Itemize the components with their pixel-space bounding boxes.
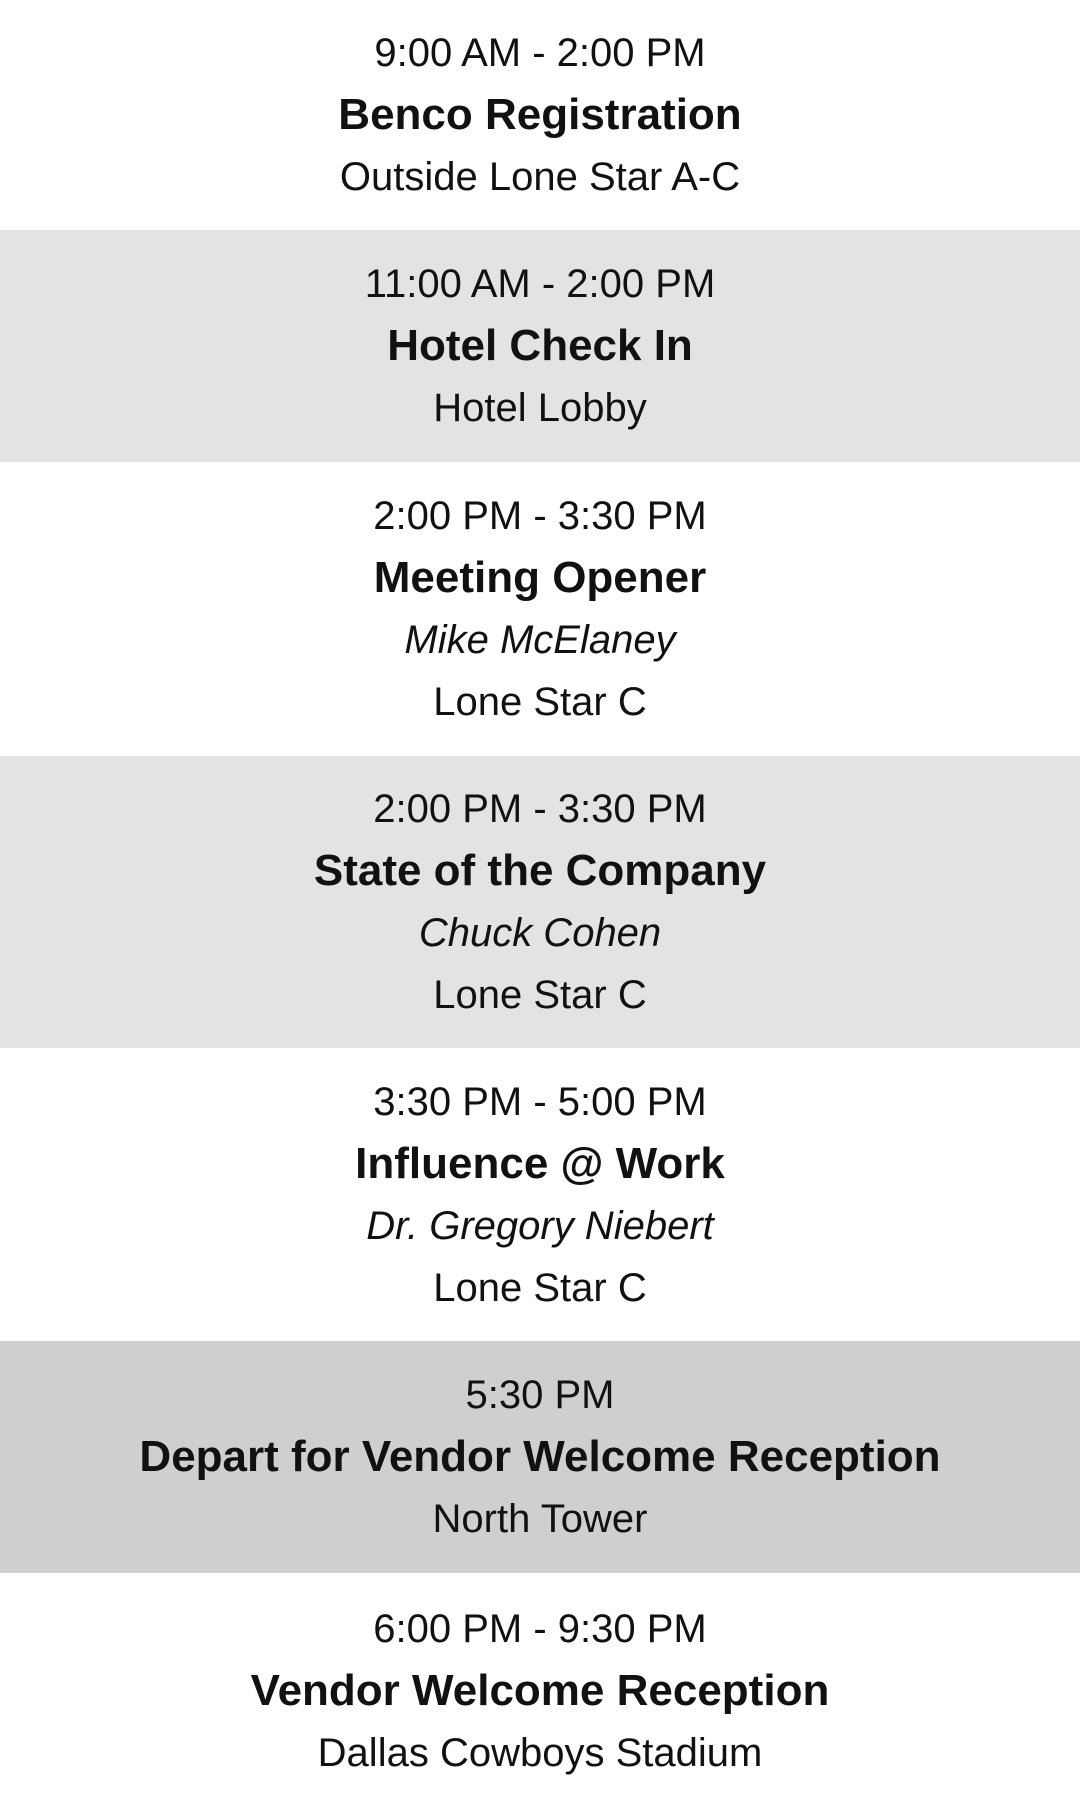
session-location: North Tower xyxy=(432,1497,648,1541)
session-location: Outside Lone Star A-C xyxy=(339,155,741,199)
session-benco-registration: 9:00 AM - 2:00 PM Benco Registration Out… xyxy=(0,0,1080,230)
session-title: State of the Company xyxy=(313,846,767,895)
session-depart-for-reception: 5:30 PM Depart for Vendor Welcome Recept… xyxy=(0,1341,1080,1573)
session-vendor-welcome-reception: 6:00 PM - 9:30 PM Vendor Welcome Recepti… xyxy=(0,1573,1080,1808)
session-location: Lone Star C xyxy=(433,973,647,1017)
session-time: 2:00 PM - 3:30 PM xyxy=(373,787,707,831)
session-meeting-opener: 2:00 PM - 3:30 PM Meeting Opener Mike Mc… xyxy=(0,462,1080,756)
session-influence-at-work: 3:30 PM - 5:00 PM Influence @ Work Dr. G… xyxy=(0,1048,1080,1341)
session-title: Hotel Check In xyxy=(387,321,693,370)
session-title: Depart for Vendor Welcome Reception xyxy=(139,1432,941,1481)
session-location: Dallas Cowboys Stadium xyxy=(317,1730,763,1775)
session-time: 2:00 PM - 3:30 PM xyxy=(373,494,707,538)
session-time: 6:00 PM - 9:30 PM xyxy=(373,1606,707,1651)
session-title: Vendor Welcome Reception xyxy=(250,1665,830,1715)
session-location: Hotel Lobby xyxy=(433,386,647,430)
session-speaker: Mike McElaney xyxy=(404,618,676,662)
session-hotel-check-in: 11:00 AM - 2:00 PM Hotel Check In Hotel … xyxy=(0,230,1080,462)
session-speaker: Dr. Gregory Niebert xyxy=(366,1203,714,1248)
session-location: Lone Star C xyxy=(433,1265,647,1310)
session-title: Influence @ Work xyxy=(355,1138,725,1188)
session-time: 3:30 PM - 5:00 PM xyxy=(373,1079,707,1124)
session-title: Benco Registration xyxy=(338,90,742,139)
session-state-of-the-company: 2:00 PM - 3:30 PM State of the Company C… xyxy=(0,756,1080,1048)
session-time: 11:00 AM - 2:00 PM xyxy=(364,262,716,306)
session-location: Lone Star C xyxy=(433,680,647,724)
session-speaker: Chuck Cohen xyxy=(418,911,662,955)
session-time: 9:00 AM - 2:00 PM xyxy=(374,31,706,75)
session-time: 5:30 PM xyxy=(465,1373,615,1417)
session-title: Meeting Opener xyxy=(373,553,707,602)
